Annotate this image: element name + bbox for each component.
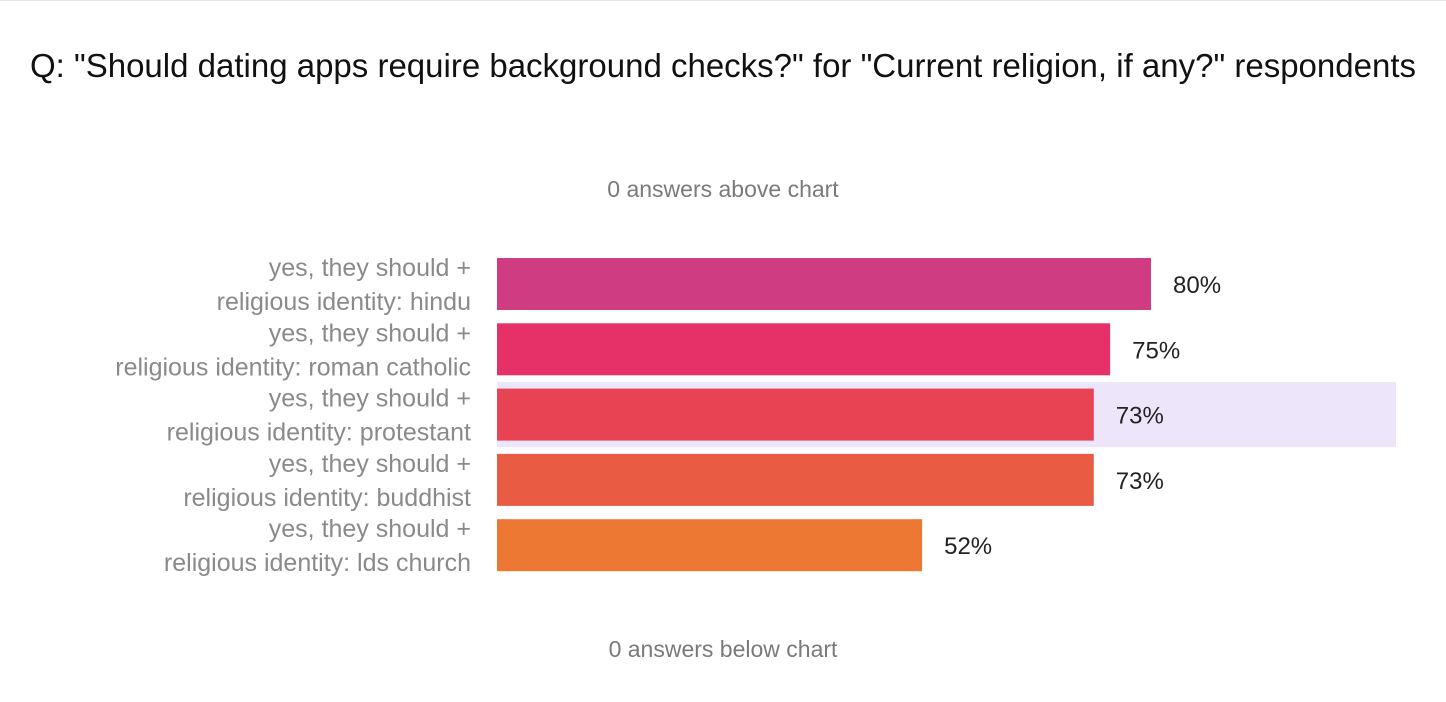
bars-group: 80% yes, they should + religious identity:… [115, 254, 1396, 577]
bar-1 [497, 258, 1151, 310]
chart-title: Q: "Should dating apps require backgroun… [30, 47, 1416, 84]
category-label-4-line-2: religious identity: buddhist [183, 484, 471, 512]
top-divider [0, 0, 1446, 1]
bar-4 [497, 453, 1094, 506]
category-label-1-line-1: yes, they should + [269, 254, 471, 282]
bar-3 [497, 388, 1094, 441]
category-label-3-line-2: religious identity: protestant [167, 419, 471, 447]
category-label-4-line-1: yes, they should + [269, 450, 471, 478]
category-label-3-line-1: yes, they should + [269, 385, 471, 413]
category-label-1-line-2: religious identity: hindu [217, 288, 471, 316]
bar-2 [497, 323, 1111, 376]
category-label-5-line-2: religious identity: lds church [164, 549, 471, 577]
answers-below-note: 0 answers below chart [608, 636, 838, 662]
value-label-5: 52% [944, 533, 992, 560]
value-label-3: 73% [1116, 403, 1164, 430]
answers-above-note: 0 answers above chart [607, 176, 839, 202]
bar-5 [497, 519, 923, 572]
category-label-2-line-2: religious identity: roman catholic [115, 353, 471, 381]
category-label-2-line-1: yes, they should + [269, 319, 471, 347]
category-label-5-line-1: yes, they should + [269, 515, 471, 543]
value-label-4: 73% [1116, 468, 1164, 495]
value-label-2: 75% [1132, 337, 1180, 364]
value-label-1: 80% [1173, 272, 1221, 299]
